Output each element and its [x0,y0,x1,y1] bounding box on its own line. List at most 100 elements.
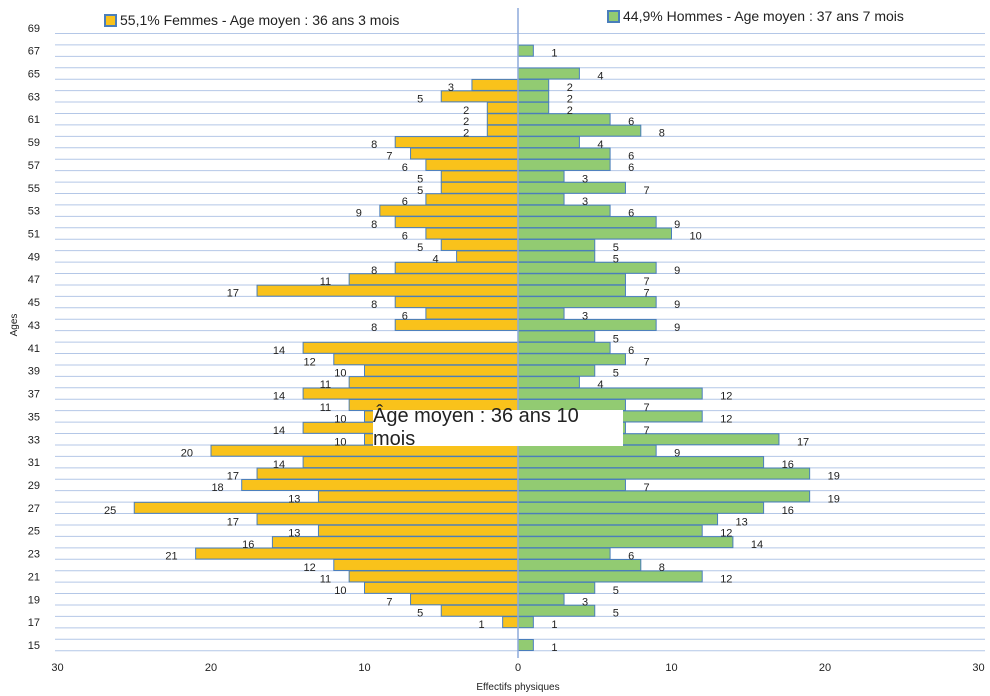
y-tick-label-61: 61 [28,114,40,126]
value-label-femmes-36: 11 [320,402,331,414]
value-label-femmes-59: 8 [371,139,377,151]
bar-femmes-55 [440,181,519,194]
value-label-hommes-64: 2 [567,82,573,94]
value-label-femmes-23: 21 [165,551,177,563]
value-label-hommes-21: 12 [720,573,732,585]
value-label-hommes-33: 17 [797,436,809,448]
value-label-hommes-43: 9 [674,322,680,334]
bar-hommes-25 [517,524,703,537]
x-tick-label: 30 [51,662,63,674]
y-tick-label-59: 59 [28,137,40,149]
legend-femmes: 55,1% Femmes - Age moyen : 36 ans 3 mois [104,12,400,28]
value-label-femmes-19: 7 [386,596,392,608]
y-tick-label-27: 27 [28,503,40,515]
value-label-hommes-60: 8 [659,128,665,140]
value-label-hommes-51: 10 [690,231,702,243]
value-label-femmes-46: 17 [227,288,239,300]
bar-hommes-56 [517,170,565,183]
bar-femmes-64 [471,78,519,91]
bar-femmes-37 [302,387,519,400]
bar-hommes-59 [517,136,580,149]
average-age-label: Âge moyen : 36 ans 10 mois [373,405,579,450]
value-label-femmes-63: 5 [417,93,423,105]
x-tick-label: 30 [972,662,984,674]
bar-hommes-41 [517,341,611,354]
value-label-hommes-38: 4 [597,379,603,391]
bar-femmes-53 [379,204,519,217]
value-label-hommes-53: 6 [628,208,634,220]
bar-femmes-38 [348,376,519,389]
bar-hommes-62 [517,101,550,114]
y-tick-label-67: 67 [28,46,40,58]
value-label-hommes-23: 6 [628,551,634,563]
bar-femmes-31 [302,456,519,469]
bar-femmes-43 [394,318,519,331]
bar-femmes-61 [486,113,519,126]
x-axis-title: Effectifs physiques [476,682,559,693]
bar-femmes-21 [348,570,519,583]
value-label-femmes-54: 6 [402,196,408,208]
bar-hommes-38 [517,376,580,389]
value-label-hommes-59: 4 [597,139,603,151]
bar-hommes-61 [517,113,611,126]
bar-hommes-67 [517,44,534,57]
value-label-femmes-51: 6 [402,231,408,243]
bar-femmes-57 [425,158,519,171]
value-label-femmes-21: 11 [320,573,331,585]
value-label-femmes-26: 17 [227,516,239,528]
value-label-femmes-24: 16 [242,539,254,551]
value-label-hommes-19: 3 [582,596,588,608]
bar-femmes-28 [317,490,519,503]
bar-hommes-65 [517,67,580,80]
bar-femmes-45 [394,296,519,309]
value-label-femmes-41: 14 [273,345,285,357]
bar-femmes-50 [440,238,519,251]
value-label-femmes-38: 11 [320,379,331,391]
value-label-femmes-34: 14 [273,425,285,437]
value-label-femmes-62: 2 [463,105,469,117]
value-label-hommes-31: 16 [782,459,794,471]
value-label-femmes-40: 12 [304,356,316,368]
value-label-femmes-29: 18 [211,482,223,494]
value-label-hommes-37: 12 [720,391,732,403]
value-label-hommes-61: 6 [628,116,634,128]
value-label-femmes-55: 5 [417,185,423,197]
value-label-hommes-36: 7 [643,402,649,414]
bar-hommes-52 [517,216,657,229]
value-label-femmes-50: 5 [417,242,423,254]
y-tick-label-63: 63 [28,91,40,103]
bar-femmes-17 [502,616,519,629]
y-tick-label-69: 69 [28,23,40,35]
bar-femmes-29 [241,478,519,491]
legend-swatch-femmes [104,13,117,27]
bar-hommes-28 [517,490,811,503]
value-label-hommes-48: 9 [674,265,680,277]
value-label-femmes-28: 13 [288,493,300,505]
y-tick-label-49: 49 [28,251,40,263]
y-tick-label-53: 53 [28,206,40,218]
y-tick-label-31: 31 [28,457,40,469]
y-tick-label-23: 23 [28,549,40,561]
value-label-hommes-47: 7 [643,276,649,288]
average-age-callout: Âge moyen : 36 ans 10 mois [373,405,623,450]
value-label-hommes-45: 9 [674,299,680,311]
value-label-hommes-52: 9 [674,219,680,231]
bar-hommes-58 [517,147,611,160]
value-label-hommes-35: 12 [720,413,732,425]
value-label-hommes-63: 2 [567,93,573,105]
bar-hommes-53 [517,204,611,217]
bar-hommes-46 [517,284,626,297]
bar-hommes-31 [517,456,765,469]
value-label-femmes-20: 10 [334,585,346,597]
value-label-femmes-47: 11 [320,276,331,288]
y-tick-label-41: 41 [28,343,40,355]
value-label-hommes-32: 9 [674,448,680,460]
bar-hommes-57 [517,158,611,171]
bar-hommes-40 [517,353,626,366]
value-label-femmes-22: 12 [304,562,316,574]
x-tick-label: 20 [205,662,217,674]
value-label-femmes-43: 8 [371,322,377,334]
value-label-hommes-22: 8 [659,562,665,574]
value-label-hommes-17: 1 [551,619,557,631]
